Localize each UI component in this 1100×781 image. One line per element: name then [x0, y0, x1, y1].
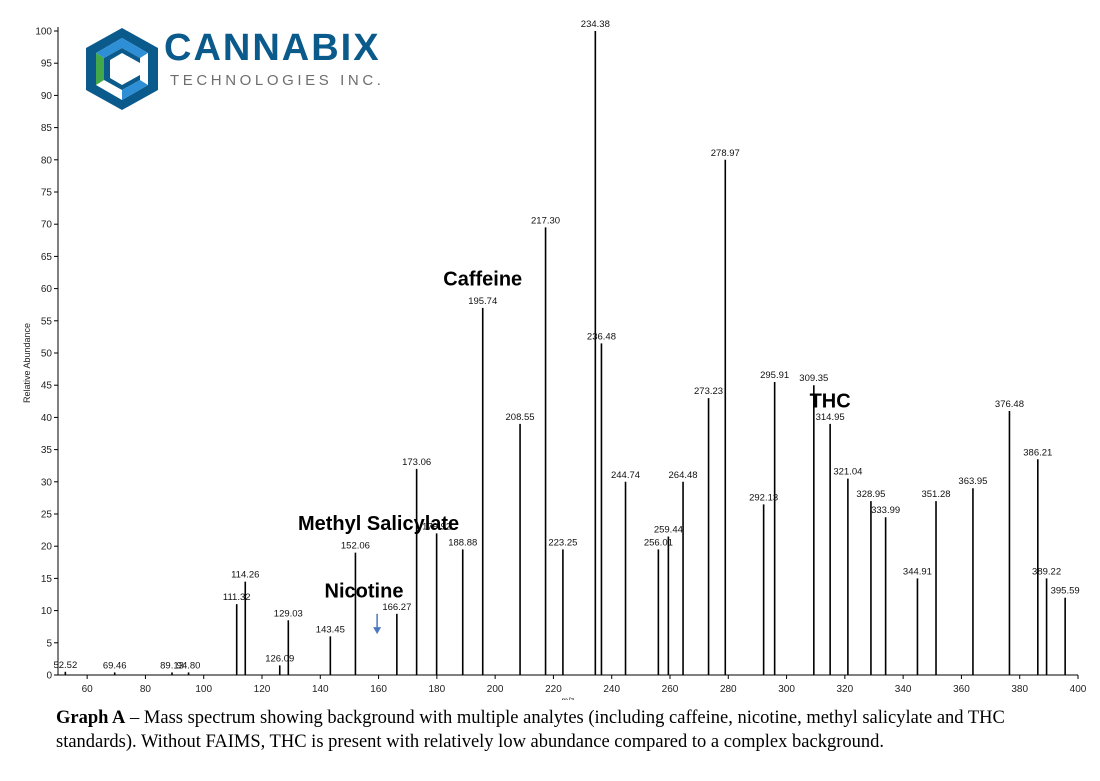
y-tick-label: 0: [46, 671, 52, 682]
y-tick-label: 10: [41, 606, 53, 617]
logo-wordmark: CANNABIX: [164, 27, 381, 69]
x-tick-label: 300: [778, 684, 795, 695]
peak-label: 69.46: [103, 660, 127, 671]
peak-label: 278.97: [711, 148, 740, 159]
y-tick-label: 15: [41, 574, 53, 585]
compound-annotation: Nicotine: [325, 581, 404, 603]
peak-label: 208.55: [506, 412, 535, 423]
peak-label: 52.52: [53, 660, 77, 671]
peak-label: 114.26: [231, 570, 259, 581]
peak-label: 195.74: [468, 296, 497, 307]
x-tick-label: 80: [140, 684, 152, 695]
peak-label: 395.59: [1051, 586, 1080, 597]
x-tick-label: 220: [545, 684, 562, 695]
y-tick-label: 45: [41, 381, 53, 392]
peak-label: 179.92: [422, 521, 451, 532]
peak-label: 295.91: [760, 370, 789, 381]
peak-label: 244.74: [611, 470, 640, 481]
peak-label: 273.23: [694, 386, 723, 397]
y-tick-label: 35: [41, 445, 53, 456]
x-tick-label: 260: [662, 684, 679, 695]
peak-label: 344.91: [903, 566, 932, 577]
peak-label: 143.45: [316, 624, 345, 635]
peak-label: 94.80: [177, 660, 201, 671]
x-tick-label: 240: [603, 684, 620, 695]
y-tick-label: 100: [35, 27, 52, 38]
x-tick-label: 400: [1070, 684, 1087, 695]
peak-label: 264.48: [669, 470, 698, 481]
y-tick-label: 90: [41, 91, 53, 102]
peak-label: 152.06: [341, 541, 370, 552]
peak-label: 386.21: [1023, 447, 1052, 458]
peak-label: 126.09: [265, 653, 294, 664]
x-tick-label: 160: [370, 684, 387, 695]
cannabix-hexagon-icon: [86, 28, 158, 110]
x-tick-label: 180: [429, 684, 446, 695]
x-tick-label: 120: [254, 684, 271, 695]
compound-annotation: Caffeine: [443, 268, 522, 290]
peak-label: 328.95: [856, 489, 885, 500]
y-tick-label: 5: [46, 638, 52, 649]
x-tick-label: 340: [895, 684, 912, 695]
peak-label: 389.22: [1032, 566, 1061, 577]
peak-label: 89.13: [160, 660, 184, 671]
peak-label: 363.95: [958, 476, 987, 487]
y-tick-label: 95: [41, 59, 53, 70]
peak-label: 217.30: [531, 215, 560, 226]
peak-label: 111.32: [223, 592, 251, 603]
peak-label: 166.27: [382, 602, 411, 613]
peak-label: 223.25: [548, 537, 577, 548]
x-tick-label: 200: [487, 684, 504, 695]
x-tick-label: 60: [82, 684, 94, 695]
peak-label: 321.04: [833, 467, 862, 478]
y-tick-label: 50: [41, 349, 53, 360]
x-tick-label: 380: [1011, 684, 1028, 695]
x-axis-title: m/z: [562, 696, 575, 700]
y-tick-label: 70: [41, 220, 53, 231]
peak-label: 173.06: [402, 457, 431, 468]
figure-caption: Graph A – Mass spectrum showing backgrou…: [56, 706, 1056, 754]
logo-subtitle: TECHNOLOGIES INC.: [170, 72, 385, 89]
y-tick-label: 40: [41, 413, 53, 424]
peak-label: 256.01: [644, 537, 673, 548]
y-tick-label: 60: [41, 284, 53, 295]
peak-label: 309.35: [799, 373, 828, 384]
peak-label: 292.13: [749, 492, 778, 503]
y-tick-label: 85: [41, 123, 53, 134]
peak-label: 259.44: [654, 525, 683, 536]
y-axis-title: Relative Abundance: [22, 323, 32, 403]
peak-label: 314.95: [816, 412, 845, 423]
y-tick-label: 25: [41, 510, 53, 521]
y-tick-label: 80: [41, 155, 53, 166]
x-tick-label: 280: [720, 684, 737, 695]
compound-annotation: THC: [810, 391, 851, 413]
peak-label: 234.38: [581, 19, 610, 30]
peak-label: 333.99: [871, 505, 900, 516]
compound-annotation: Methyl Salicylate: [298, 513, 459, 535]
x-tick-label: 100: [195, 684, 212, 695]
mass-spectrum-chart: 0 5 10 15 20 25 30 35 40 45 50 55 60 65 70 75 80 85 90 95 10…: [22, 19, 1087, 700]
y-tick-label: 75: [41, 188, 53, 199]
y-tick-label: 30: [41, 477, 53, 488]
peak-label: 351.28: [921, 489, 950, 500]
peak-label: 236.48: [587, 331, 616, 342]
x-tick-label: 320: [837, 684, 854, 695]
peak-label: 376.48: [995, 399, 1024, 410]
y-tick-label: 20: [41, 542, 53, 553]
y-tick-label: 55: [41, 316, 53, 327]
peak-label: 129.03: [274, 608, 303, 619]
peak-label: 188.88: [448, 537, 477, 548]
y-tick-label: 65: [41, 252, 53, 263]
caption-label: Graph A: [56, 708, 126, 728]
caption-text: – Mass spectrum showing background with …: [56, 708, 1005, 752]
x-tick-label: 140: [312, 684, 329, 695]
nicotine-arrow-head: [373, 627, 382, 635]
company-logo: CANNABIX TECHNOLOGIES INC.: [82, 26, 402, 112]
x-tick-label: 360: [953, 684, 970, 695]
